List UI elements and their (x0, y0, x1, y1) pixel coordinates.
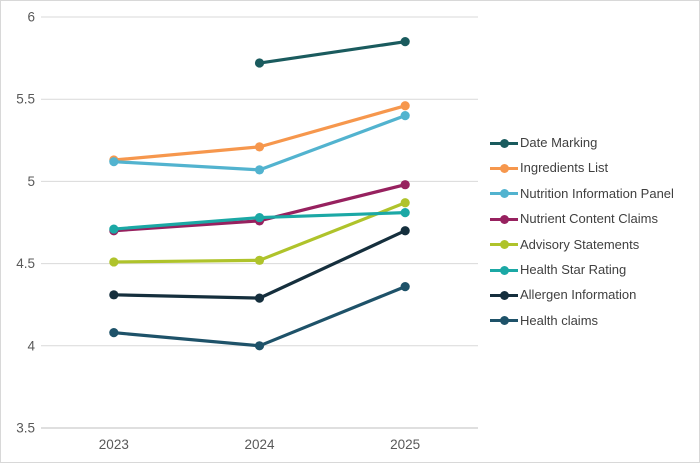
legend-marker-ingredients-list (490, 163, 518, 173)
legend-dot-swatch (499, 138, 509, 148)
y-axis-tick-label: 5 (27, 174, 35, 189)
data-point-advisory-statements-2023 (109, 257, 119, 267)
data-point-allergen-information-2025 (400, 226, 410, 236)
legend-dot-swatch (499, 316, 509, 326)
data-point-health-star-rating-2024 (254, 212, 265, 223)
data-point-nutrition-information-panel-2025 (400, 111, 410, 121)
data-point-allergen-information-2023 (109, 290, 119, 300)
legend-marker-allergen-information (490, 290, 518, 300)
legend-item-advisory-statements: Advisory Statements (490, 236, 639, 254)
data-point-nutrition-information-panel-2024 (254, 165, 265, 175)
y-axis-tick-label: 6 (27, 10, 35, 25)
y-axis-tick-label: 4 (27, 338, 35, 353)
legend-dot-swatch (499, 189, 509, 199)
data-point-health-claims-2024 (254, 341, 265, 351)
legend-item-health-claims: Health claims (490, 312, 598, 330)
y-axis-tick-label: 3.5 (16, 421, 35, 436)
legend-dot-swatch (499, 240, 509, 250)
legend-label: Advisory Statements (520, 236, 640, 252)
x-axis-tick-label: 2025 (390, 437, 420, 452)
legend-item-nutrient-content-claims: Nutrient Content Claims (490, 210, 658, 228)
legend-item-date-marking: Date Marking (490, 134, 597, 152)
data-point-advisory-statements-2024 (254, 255, 265, 265)
legend-item-nutrition-information-panel: Nutrition Information Panel (490, 185, 674, 203)
legend-dot-swatch (499, 214, 509, 224)
y-axis-tick-label: 4.5 (16, 256, 35, 271)
series-line-date-marking (257, 40, 407, 65)
legend-label: Nutrition Information Panel (520, 185, 674, 201)
y-axis-tick-label: 5.5 (16, 92, 35, 107)
data-point-health-claims-2025 (400, 282, 410, 292)
data-point-nutrition-information-panel-2023 (109, 157, 119, 167)
data-point-nutrient-content-claims-2025 (400, 180, 410, 190)
legend-item-ingredients-list: Ingredients List (490, 159, 608, 177)
data-point-advisory-statements-2025 (400, 198, 410, 208)
legend-marker-health-claims (490, 316, 518, 326)
data-point-allergen-information-2024 (254, 293, 265, 303)
data-point-date-marking-2024 (254, 58, 265, 68)
x-axis-tick-label: 2024 (244, 437, 275, 452)
legend-item-health-star-rating: Health Star Rating (490, 261, 626, 279)
legend-label: Nutrient Content Claims (520, 211, 658, 227)
series-line-advisory-statements (112, 201, 407, 264)
legend-dot-swatch (499, 265, 509, 275)
legend: Date Marking Ingredients List Nutrition In… (490, 1, 695, 462)
legend-marker-nutrition-information-panel (490, 189, 518, 199)
data-point-ingredients-list-2025 (400, 101, 410, 111)
data-point-health-star-rating-2025 (400, 208, 410, 218)
legend-label: Ingredients List (520, 160, 609, 176)
legend-dot-swatch (499, 290, 509, 300)
legend-item-allergen-information: Allergen Information (490, 286, 636, 304)
legend-label: Date Marking (520, 135, 598, 150)
legend-marker-nutrient-content-claims (490, 214, 518, 224)
x-axis-tick-label: 2023 (99, 437, 129, 452)
data-point-health-star-rating-2023 (109, 224, 119, 234)
data-point-health-claims-2023 (109, 328, 119, 338)
data-point-date-marking-2025 (400, 37, 410, 47)
legend-marker-health-star-rating (490, 265, 518, 275)
legend-label: Health claims (520, 312, 599, 328)
legend-label: Health Star Rating (520, 262, 627, 277)
legend-dot-swatch (499, 163, 509, 173)
data-point-ingredients-list-2024 (254, 142, 265, 152)
legend-marker-advisory-statements (490, 240, 518, 250)
legend-marker-date-marking (490, 138, 518, 148)
legend-label: Allergen Information (520, 287, 637, 303)
